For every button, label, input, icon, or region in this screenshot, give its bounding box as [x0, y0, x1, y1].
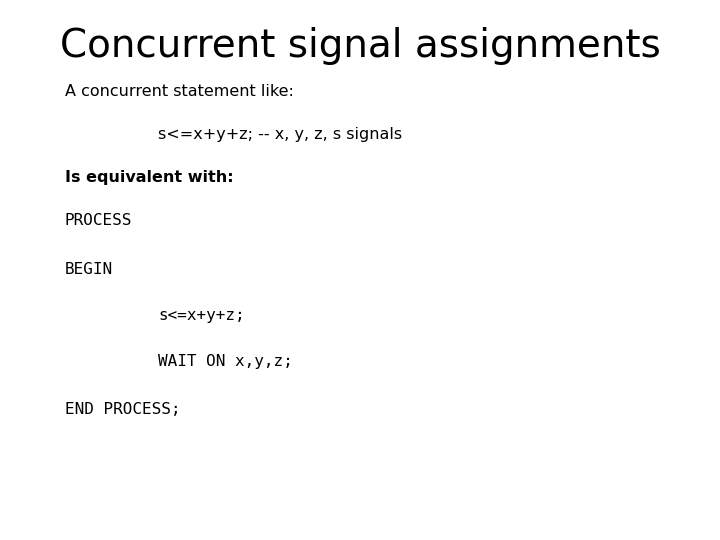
Text: s<=x+y+z; -- x, y, z, s signals: s<=x+y+z; -- x, y, z, s signals: [158, 127, 402, 142]
Text: WAIT ON x,y,z;: WAIT ON x,y,z;: [158, 354, 293, 369]
Text: BEGIN: BEGIN: [65, 262, 113, 277]
Text: Concurrent signal assignments: Concurrent signal assignments: [60, 27, 660, 65]
Text: PROCESS: PROCESS: [65, 213, 132, 228]
Text: A concurrent statement like:: A concurrent statement like:: [65, 84, 294, 99]
Text: s<=x+y+z;: s<=x+y+z;: [158, 308, 245, 323]
Text: Is equivalent with:: Is equivalent with:: [65, 170, 233, 185]
Text: END PROCESS;: END PROCESS;: [65, 402, 180, 417]
